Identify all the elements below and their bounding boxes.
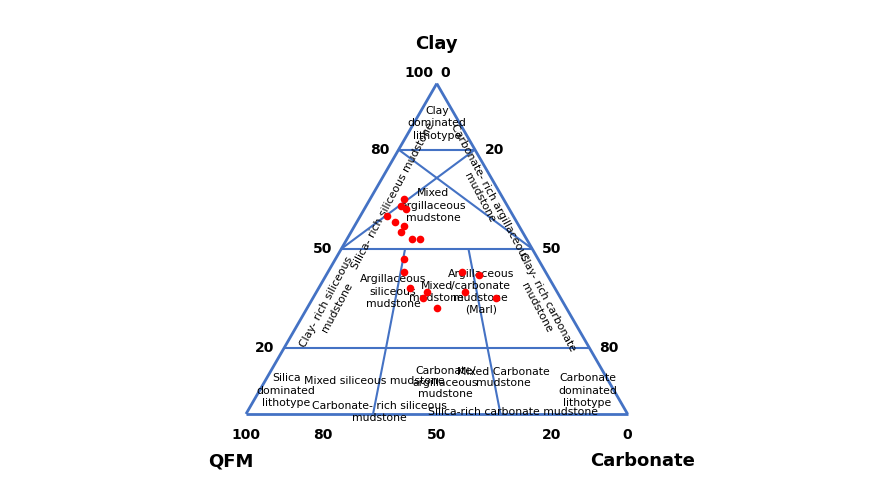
Text: Mixed Carbonate
mudstone: Mixed Carbonate mudstone [458,367,550,388]
Text: Clay: Clay [415,35,458,53]
Text: 20: 20 [542,428,561,442]
Text: 100: 100 [404,66,433,80]
Text: 80: 80 [599,341,619,355]
Text: 20: 20 [255,341,274,355]
Text: Carbonate
dominated
lithotype: Carbonate dominated lithotype [558,373,617,408]
Text: Carbonate- rich argillaceous
mudstone: Carbonate- rich argillaceous mudstone [439,123,530,268]
Text: 50: 50 [542,242,561,256]
Text: Clay
dominated
lithotype: Clay dominated lithotype [407,106,466,140]
Text: Mixed siliceous mudstone: Mixed siliceous mudstone [304,376,444,386]
Text: Silica-rich carbonate mudstone: Silica-rich carbonate mudstone [428,407,598,417]
Text: Silica
dominated
lithotype: Silica dominated lithotype [257,373,316,408]
Text: 50: 50 [312,242,332,256]
Text: Carbonate: Carbonate [590,452,696,470]
Text: 100: 100 [232,428,260,442]
Text: 20: 20 [484,143,504,157]
Text: 0: 0 [441,66,450,80]
Text: 0: 0 [623,428,633,442]
Text: Carbonate- rich siliceous
mudstone: Carbonate- rich siliceous mudstone [312,401,447,423]
Text: Clay- rich siliceous
mudstone: Clay- rich siliceous mudstone [298,255,366,355]
Text: Carbonate/
argillaceous
mudstone: Carbonate/ argillaceous mudstone [412,366,478,399]
Text: 50: 50 [427,428,446,442]
Text: Clay- rich carbonate
mudstone: Clay- rich carbonate mudstone [506,251,577,359]
Text: 80: 80 [312,428,332,442]
Text: Argillaceous
/carbonate
mudstone
(Marl): Argillaceous /carbonate mudstone (Marl) [448,269,514,314]
Text: 80: 80 [370,143,389,157]
Text: Mixed
argillaceous
mudstone: Mixed argillaceous mudstone [400,188,466,223]
Text: Silica- rich siliceous mudstone: Silica- rich siliceous mudstone [350,121,436,270]
Text: Mixed
mudstone: Mixed mudstone [410,281,464,303]
Text: QFM: QFM [208,452,253,470]
Text: Argillaceous
siliceous
mudstone: Argillaceous siliceous mudstone [359,274,426,309]
